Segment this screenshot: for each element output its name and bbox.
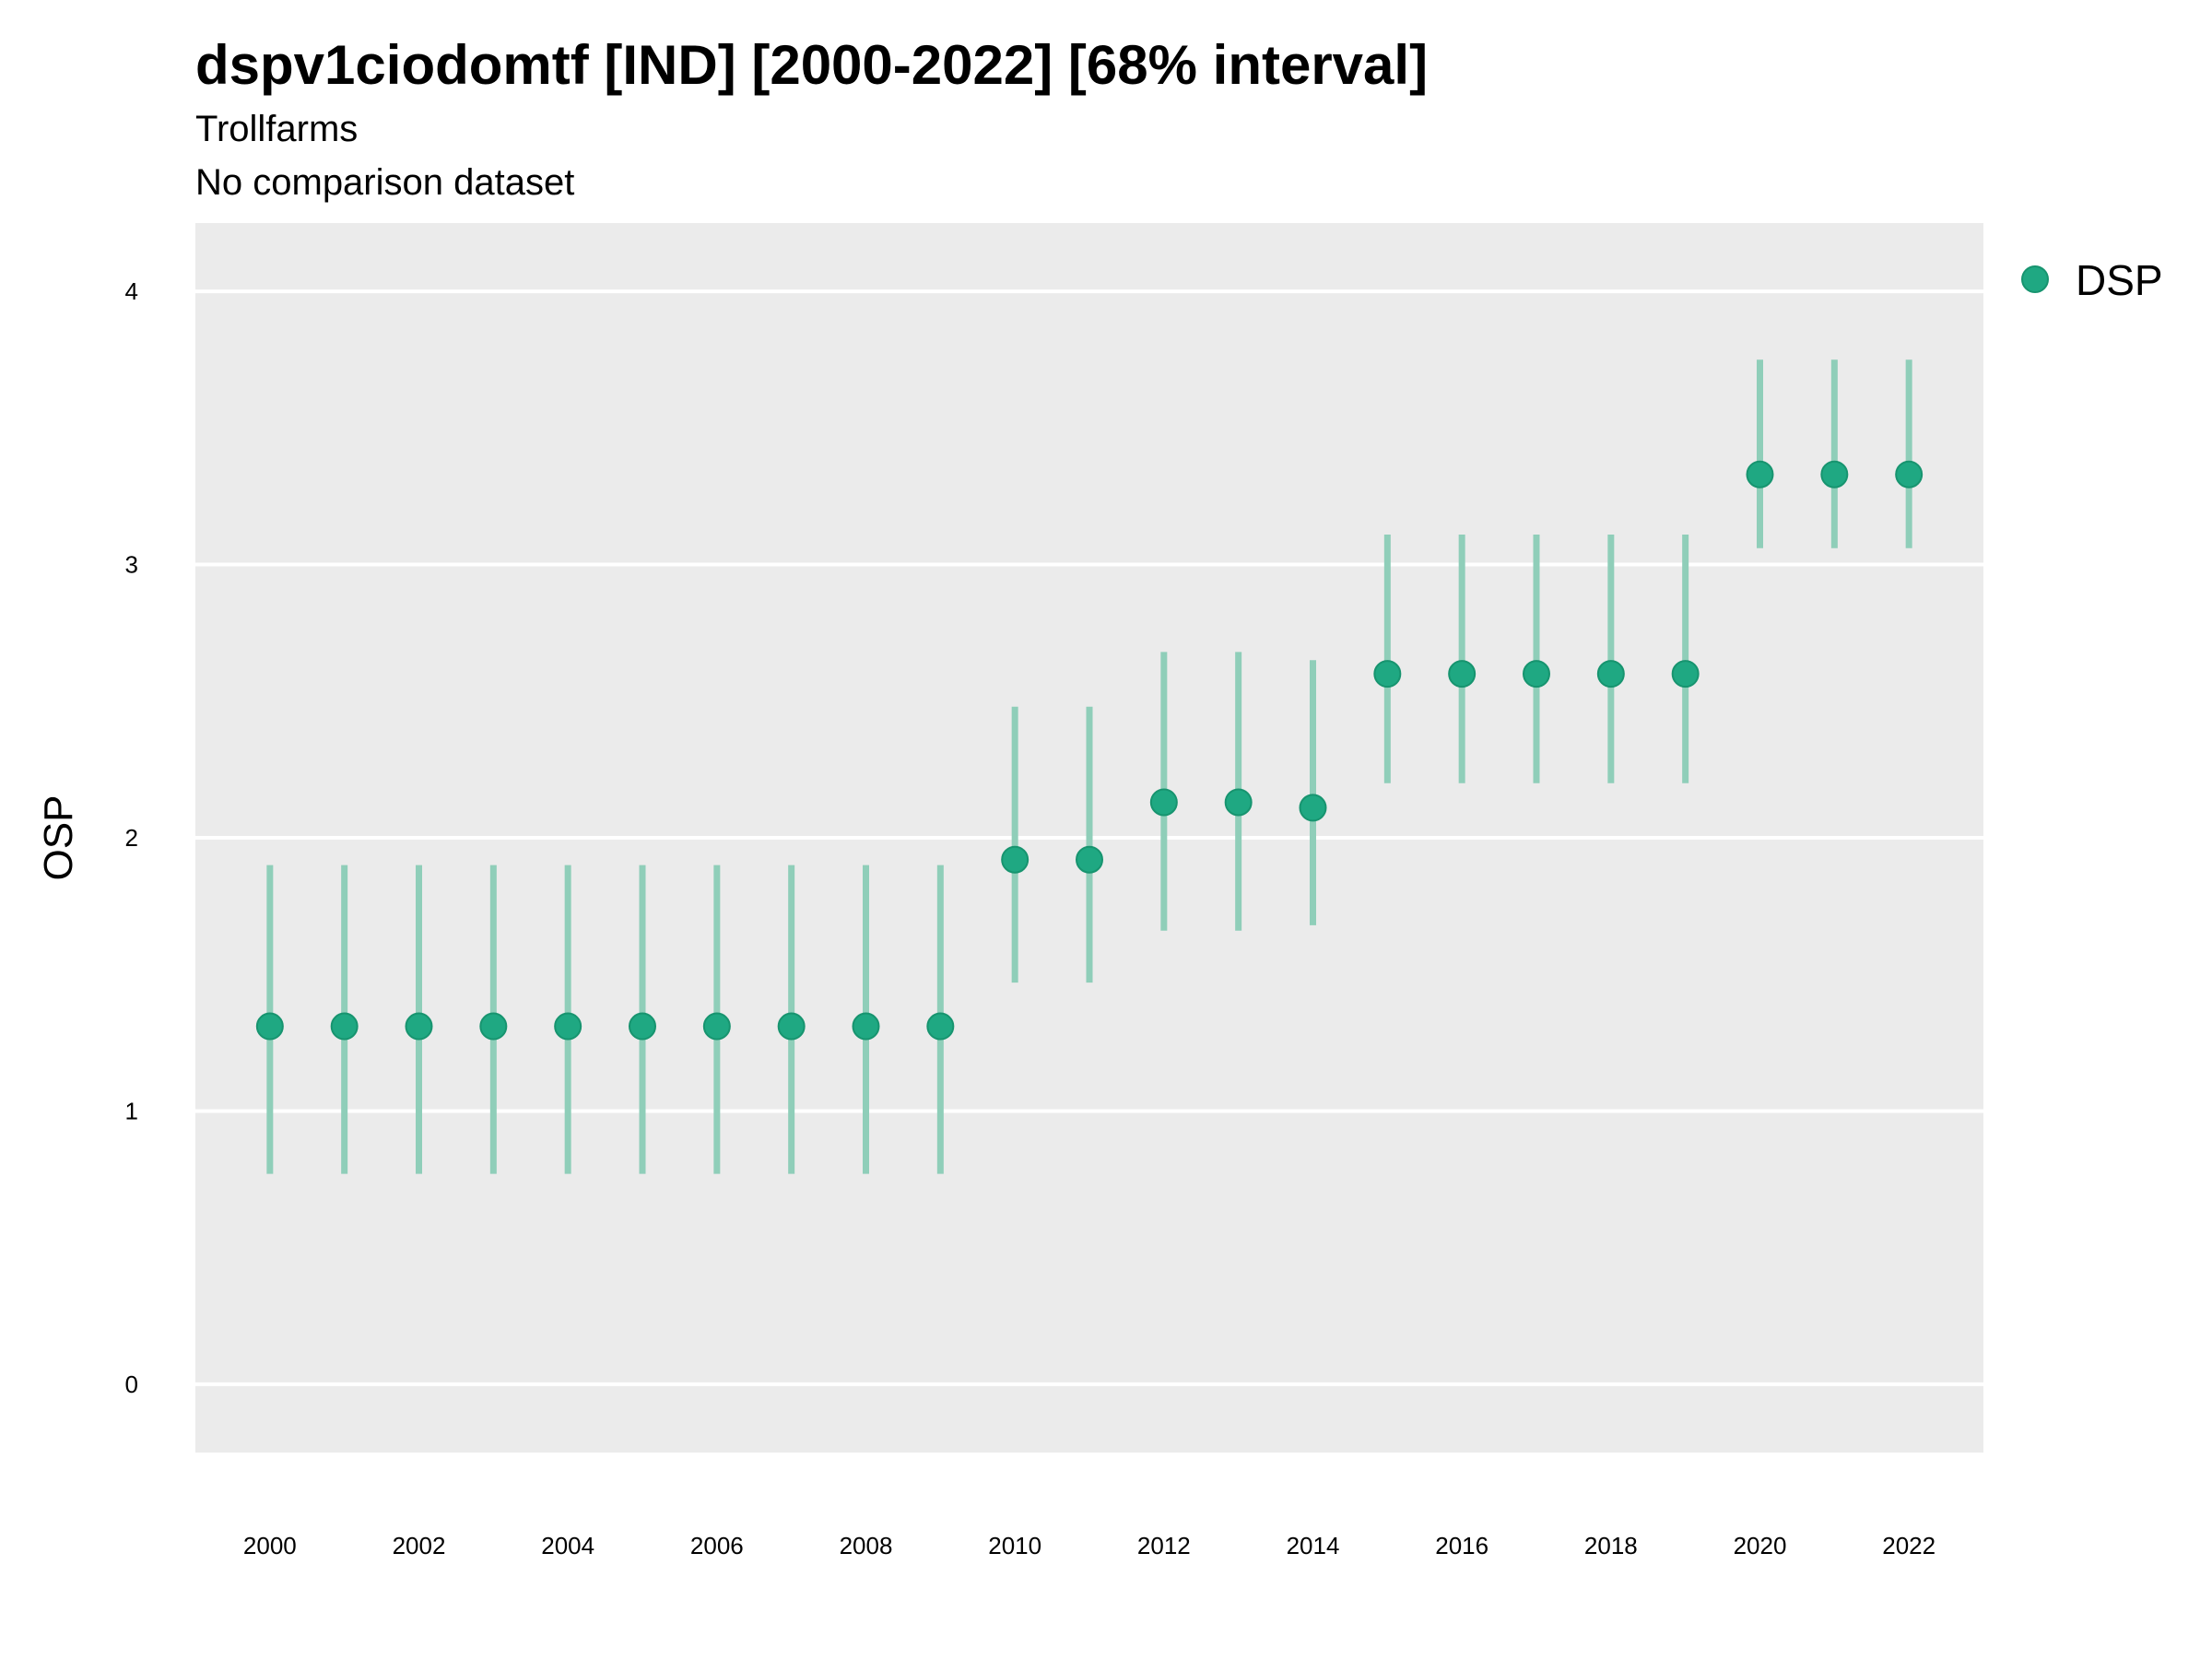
data-point-2019 xyxy=(1671,660,1700,688)
data-point-2010 xyxy=(1001,845,1030,874)
x-tick-label-2022: 2022 xyxy=(1882,1532,1936,1559)
x-tick-label-2008: 2008 xyxy=(840,1532,893,1559)
y-axis-title: OSP xyxy=(36,795,81,881)
data-point-2012 xyxy=(1149,788,1178,817)
x-tick-label-2014: 2014 xyxy=(1287,1532,1340,1559)
x-tick-label-2016: 2016 xyxy=(1435,1532,1488,1559)
data-point-2001 xyxy=(330,1012,359,1041)
data-point-2011 xyxy=(1076,845,1103,874)
data-point-2004 xyxy=(554,1012,582,1041)
data-point-2002 xyxy=(405,1012,433,1041)
data-point-2009 xyxy=(926,1012,955,1041)
data-point-2021 xyxy=(1820,460,1849,488)
y-tick-label-1: 1 xyxy=(125,1097,138,1124)
x-tick-label-2000: 2000 xyxy=(243,1532,297,1559)
x-tick-label-2002: 2002 xyxy=(393,1532,446,1559)
y-tick-labels: 0 1 2 3 4 xyxy=(125,277,138,1398)
y-tick-label-4: 4 xyxy=(125,277,138,305)
y-tick-label-3: 3 xyxy=(125,551,138,579)
data-point-2006 xyxy=(702,1012,731,1041)
x-tick-label-2018: 2018 xyxy=(1584,1532,1638,1559)
data-point-2022 xyxy=(1895,460,1924,488)
x-tick-labels: 2000 2002 2004 2006 2008 2010 2012 2014 2016 2018… xyxy=(243,1532,1936,1559)
x-tick-label-2006: 2006 xyxy=(690,1532,744,1559)
data-point-2014 xyxy=(1299,794,1327,822)
y-tick-label-0: 0 xyxy=(125,1371,138,1398)
data-point-2000 xyxy=(255,1012,284,1041)
x-tick-label-2012: 2012 xyxy=(1137,1532,1191,1559)
y-tick-label-2: 2 xyxy=(125,824,138,852)
x-tick-label-2004: 2004 xyxy=(541,1532,594,1559)
data-point-2018 xyxy=(1596,660,1625,688)
chart-subtitle: Trollfarms xyxy=(195,109,359,149)
data-point-2003 xyxy=(479,1012,508,1041)
legend-key-dsp xyxy=(2021,265,2049,293)
data-points xyxy=(255,460,1924,1041)
data-point-2013 xyxy=(1224,788,1253,817)
chart-subtitle-2: No comparison dataset xyxy=(195,162,575,203)
data-point-2020 xyxy=(1746,460,1774,488)
legend: DSP xyxy=(2021,256,2163,304)
chart-title: dspv1ciodomtf [IND] [2000-2022] [68% int… xyxy=(195,34,1429,96)
data-point-2015 xyxy=(1373,660,1402,688)
data-point-2016 xyxy=(1448,660,1477,688)
data-point-2005 xyxy=(629,1012,656,1041)
data-point-2008 xyxy=(852,1012,880,1041)
x-tick-label-2010: 2010 xyxy=(988,1532,1041,1559)
legend-label-dsp: DSP xyxy=(2076,256,2163,304)
data-point-2017 xyxy=(1523,660,1550,688)
x-tick-label-2020: 2020 xyxy=(1734,1532,1787,1559)
data-point-2007 xyxy=(777,1012,806,1041)
